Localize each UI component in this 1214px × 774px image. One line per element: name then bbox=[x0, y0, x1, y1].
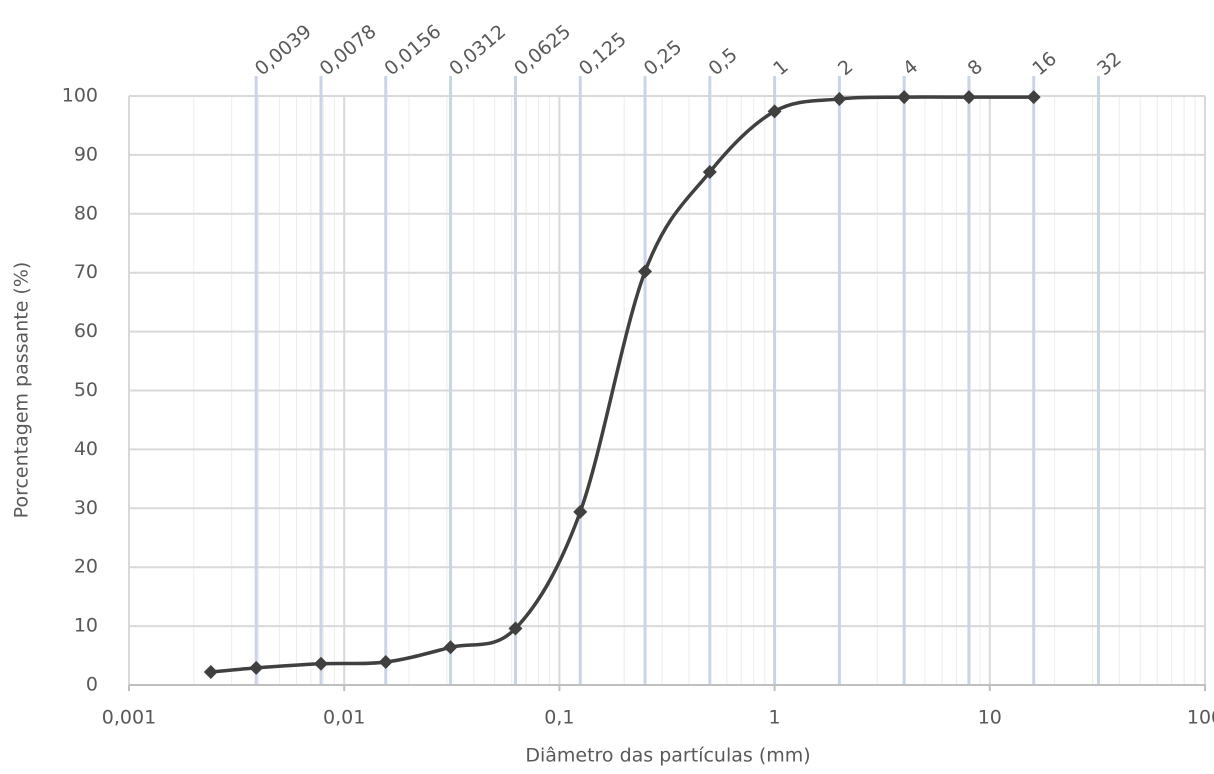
y-tick-label: 90 bbox=[74, 143, 98, 165]
x-tick-label: 0,1 bbox=[544, 707, 574, 729]
top-tick-label: 0,0078 bbox=[316, 20, 381, 80]
top-tick-label: 0,0039 bbox=[251, 20, 316, 80]
y-tick-label: 100 bbox=[62, 85, 98, 107]
x-tick-label: 1 bbox=[769, 707, 781, 729]
x-tick-label: 100 bbox=[1187, 707, 1214, 729]
top-tick-label: 2 bbox=[834, 55, 857, 80]
top-tick-label: 0,0312 bbox=[445, 20, 510, 80]
marker bbox=[702, 164, 717, 179]
x-tick-label: 0,001 bbox=[102, 707, 156, 729]
x-axis-label: Diâmetro das partículas (mm) bbox=[525, 745, 810, 767]
top-tick-label: 0,5 bbox=[704, 44, 741, 80]
y-tick-label: 10 bbox=[74, 615, 98, 637]
y-tick-label: 70 bbox=[74, 261, 98, 283]
marker bbox=[378, 655, 393, 670]
marker bbox=[961, 90, 976, 105]
top-tick-label: 8 bbox=[964, 55, 987, 80]
line bbox=[210, 95, 1034, 674]
y-tick-label: 80 bbox=[74, 202, 98, 224]
top-tick-label: 4 bbox=[899, 55, 922, 80]
top-tick-label: 16 bbox=[1028, 48, 1061, 80]
top-tick-label: 1 bbox=[769, 55, 792, 80]
y-axis-label: Porcentagem passante (%) bbox=[11, 262, 33, 519]
x-tick-label: 10 bbox=[978, 707, 1002, 729]
marker bbox=[249, 660, 264, 675]
marker bbox=[638, 264, 653, 279]
y-tick-label: 0 bbox=[86, 674, 98, 696]
top-tick-label: 0,125 bbox=[575, 28, 631, 80]
marker bbox=[832, 91, 847, 106]
x-tick-label: 0,01 bbox=[323, 707, 365, 729]
marker bbox=[203, 665, 218, 680]
marker bbox=[508, 621, 523, 636]
marker bbox=[313, 656, 328, 671]
top-tick-label: 32 bbox=[1093, 48, 1126, 80]
top-tick-label: 0,0625 bbox=[510, 20, 575, 80]
marker bbox=[1026, 90, 1041, 105]
y-tick-label: 20 bbox=[74, 556, 98, 578]
marker bbox=[767, 104, 782, 119]
marker bbox=[573, 504, 588, 519]
top-tick-label: 0,25 bbox=[640, 36, 687, 80]
y-tick-label: 50 bbox=[74, 379, 98, 401]
y-tick-label: 40 bbox=[74, 438, 98, 460]
marker bbox=[443, 640, 458, 655]
marker bbox=[897, 90, 912, 105]
y-tick-label: 30 bbox=[74, 497, 98, 519]
top-tick-label: 0,0156 bbox=[380, 20, 445, 80]
y-tick-label: 60 bbox=[74, 320, 98, 342]
